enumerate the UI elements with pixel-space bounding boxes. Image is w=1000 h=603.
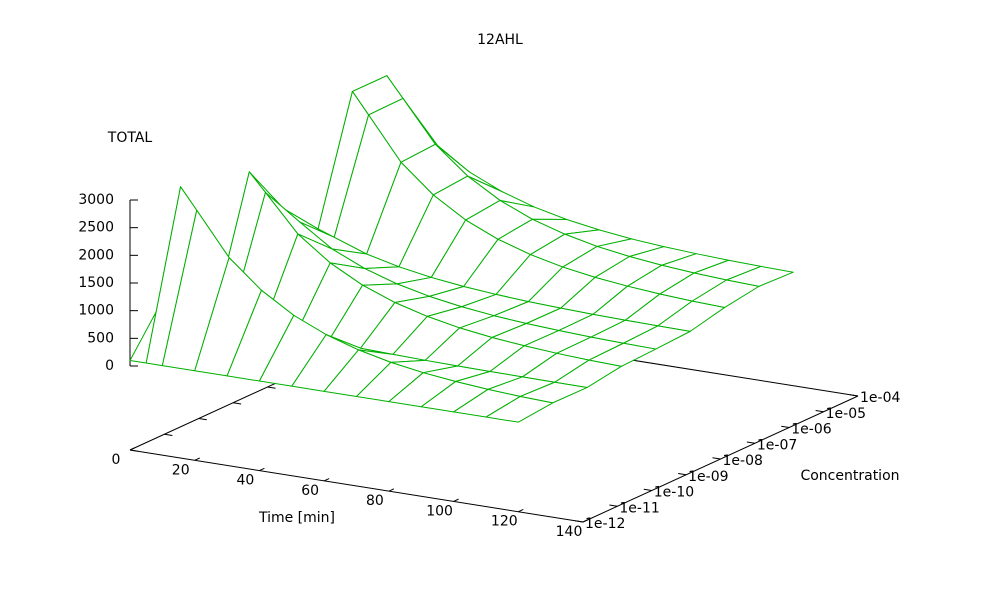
y-tick — [643, 488, 652, 491]
y-tick — [609, 504, 618, 507]
y-tick-label: 1e-08 — [723, 453, 763, 469]
x-tick-label: 20 — [172, 462, 190, 478]
x-axis-label: Time [min] — [258, 510, 335, 526]
z-tick-label: 0 — [105, 358, 114, 374]
y-tick — [815, 409, 824, 413]
y-tick-label: 1e-07 — [757, 437, 797, 453]
y-tick — [849, 394, 859, 397]
z-tick-label: 3000 — [78, 192, 114, 208]
x-tick-label: 0 — [112, 452, 121, 468]
y-tick — [712, 457, 721, 460]
z-axis-label: TOTAL — [107, 130, 153, 146]
z-tick-label: 1500 — [78, 275, 114, 291]
y-tick — [164, 433, 173, 437]
y-tick — [233, 402, 242, 405]
x-tick-label: 140 — [556, 524, 583, 540]
x-axis — [129, 449, 584, 523]
y-tick — [746, 441, 755, 444]
x-tick — [518, 508, 524, 513]
x-tick-label: 60 — [301, 483, 319, 499]
x-tick — [323, 478, 330, 482]
z-tick-label: 500 — [87, 330, 114, 346]
y-axis-label: Concentration — [800, 468, 899, 484]
x-tick — [259, 467, 265, 472]
x-tick-label: 80 — [366, 493, 384, 509]
y-tick-label: 1e-12 — [585, 516, 625, 532]
y-tick-label: 1e-11 — [619, 500, 659, 516]
z-tick-label: 1000 — [78, 303, 114, 319]
y-tick — [678, 472, 687, 476]
x-tick — [388, 488, 395, 492]
chart-title: 12AHL — [477, 32, 523, 48]
surface-cell — [485, 395, 554, 423]
y-tick — [198, 418, 207, 421]
y-tick-label: 1e-10 — [654, 485, 694, 501]
y-tick — [129, 449, 139, 452]
x-tick — [129, 447, 136, 451]
y-tick-label: 1e-06 — [791, 422, 831, 438]
x-tick-label: 100 — [426, 503, 453, 519]
x-tick — [453, 498, 459, 502]
x-tick — [582, 519, 589, 523]
y-tick-label: 1e-05 — [826, 406, 866, 422]
y-tick-label: 1e-09 — [688, 469, 728, 485]
z-tick-label: 2500 — [78, 220, 114, 236]
x-tick-label: 120 — [491, 514, 518, 530]
x-tick — [194, 457, 200, 461]
y-tick — [267, 386, 276, 389]
y-tick — [781, 425, 790, 428]
x-tick-label: 40 — [237, 473, 255, 489]
y-tick-label: 1e-04 — [860, 390, 900, 406]
y-tick — [574, 520, 584, 523]
z-tick-label: 2000 — [78, 247, 114, 263]
